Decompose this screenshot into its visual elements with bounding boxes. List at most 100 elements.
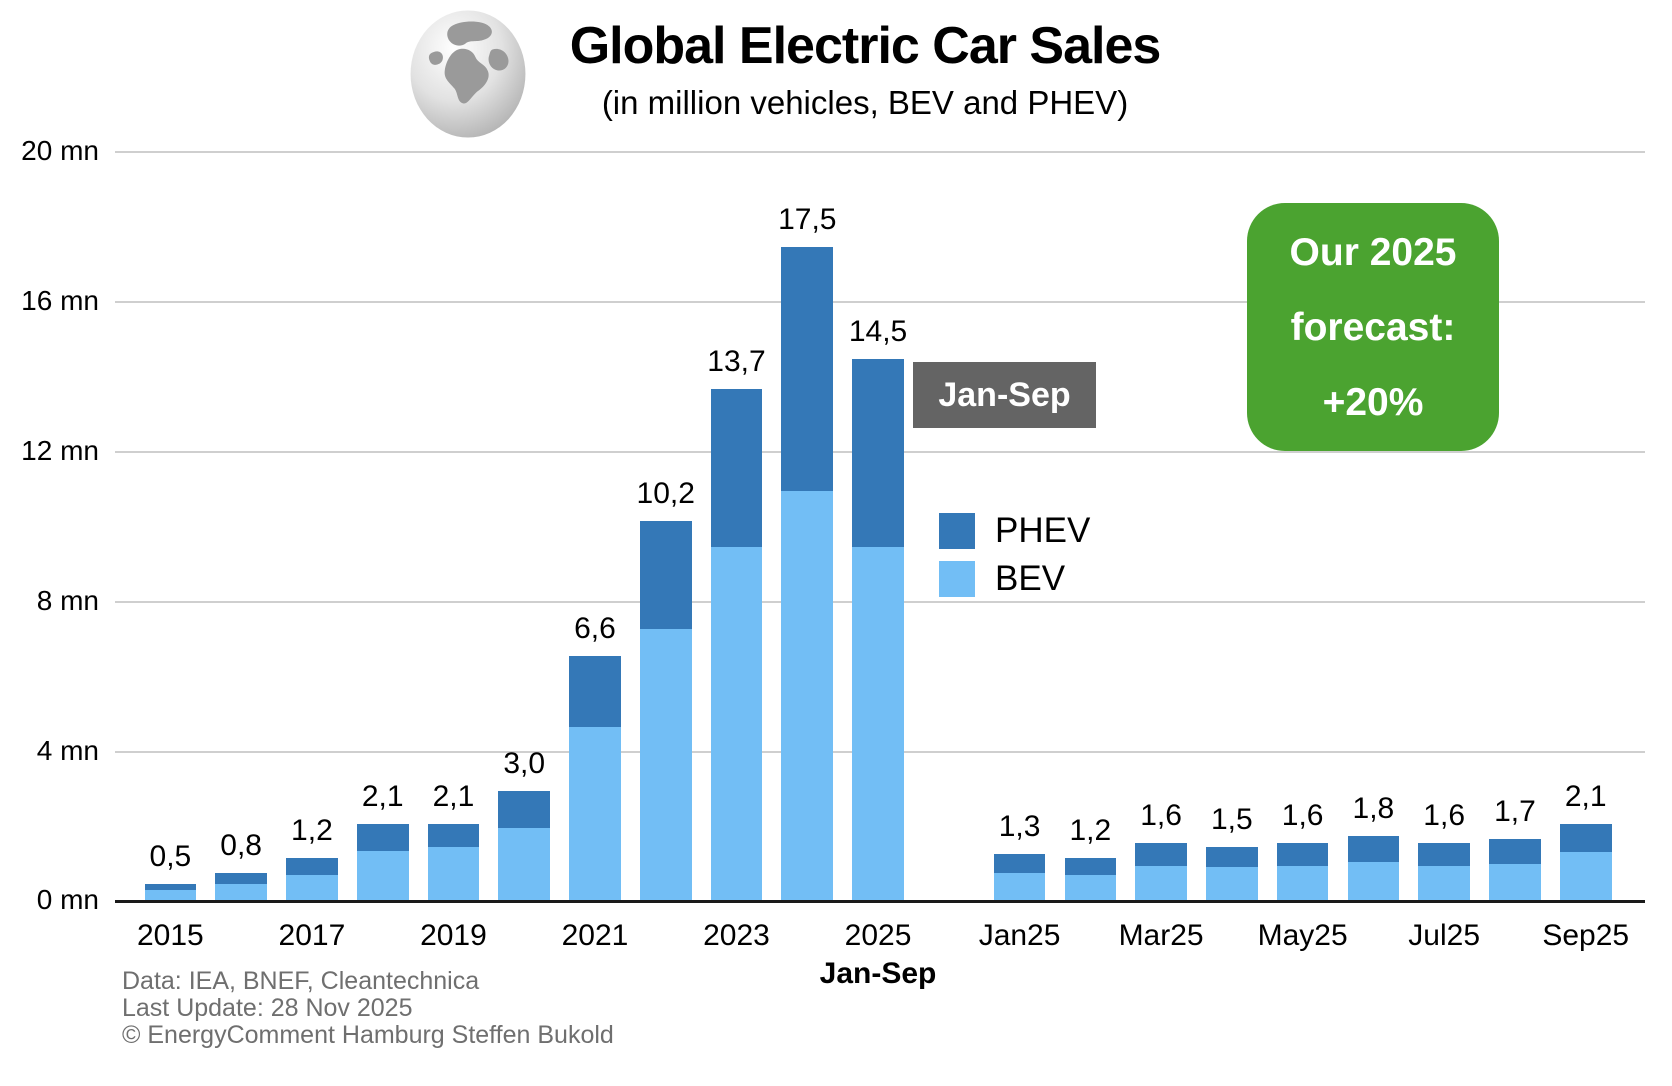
value-label-Aug25: 1,7 [1494, 795, 1536, 829]
phev-segment-Jun25 [1347, 835, 1400, 862]
phev-segment-Feb25 [1064, 858, 1117, 875]
bar-cell-Mar25: 1,6 Mar25 [1119, 153, 1204, 952]
bev-segment-Jun25 [1347, 861, 1400, 903]
stacked-bar-Aug25 [1489, 839, 1541, 903]
x-tick-label-Mar25: Mar25 [1118, 919, 1204, 952]
x-tick-label-Jul25: Jul25 [1408, 919, 1481, 952]
stacked-bar-Sep25 [1559, 824, 1612, 903]
phev-segment-2025 [852, 359, 904, 547]
phev-segment-Apr25 [1206, 846, 1258, 868]
phev-segment-2019 [427, 824, 480, 847]
x-tick-label-2023: 2023 [703, 919, 770, 952]
bar-cell-Jun25: 1,8 [1338, 153, 1409, 903]
bev-segment-2020 [498, 828, 551, 903]
y-tick-label: 20 mn [21, 135, 99, 166]
value-label-2018: 2,1 [361, 780, 404, 814]
value-label-Feb25: 1,2 [1069, 814, 1112, 847]
globe-icon [410, 10, 526, 138]
legend-row-bev: BEV [939, 559, 1090, 599]
gridline-16mn: 16 mn [21, 285, 1645, 316]
stacked-bar-Jan25 [993, 854, 1046, 903]
y-tick-label: 0 mn [36, 884, 99, 915]
footer-source: Data: IEA, BNEF, Cleantechnica [122, 967, 480, 995]
forecast-line-1: Our 2025 [1289, 230, 1457, 274]
y-tick-label: 8 mn [36, 585, 99, 616]
bev-segment-2025 [852, 546, 904, 903]
phev-segment-May25 [1276, 843, 1329, 866]
value-label-2025: 14,5 [848, 315, 908, 349]
stacked-bar-2024 [781, 246, 834, 903]
stacked-bar-2020 [498, 790, 551, 903]
bar-cell-Aug25: 1,7 [1480, 153, 1551, 903]
value-label-2016: 0,8 [220, 829, 262, 862]
x-tick-label-2015: 2015 [137, 919, 204, 952]
value-label-2023: 13,7 [707, 345, 766, 379]
value-label-2017: 1,2 [291, 814, 333, 847]
forecast-line-3: +20% [1322, 380, 1424, 424]
bev-segment-Jul25 [1418, 865, 1470, 903]
value-label-Jun25: 1,8 [1352, 791, 1395, 825]
phev-segment-2024 [781, 246, 834, 491]
bar-cell-2018: 2,1 [347, 153, 418, 903]
stacked-bar-Apr25 [1206, 846, 1258, 903]
phev-segment-2017 [286, 858, 338, 875]
stacked-bar-Jul25 [1418, 843, 1470, 903]
bar-cell-Feb25: 1,2 [1055, 153, 1126, 903]
stacked-bar-2023 [710, 389, 763, 903]
stacked-bar-Mar25 [1135, 843, 1187, 903]
phev-segment-Sep25 [1559, 824, 1612, 853]
stacked-bar-May25 [1276, 843, 1329, 903]
bar-cell-2016: 0,8 [206, 153, 277, 903]
bev-segment-2018 [356, 850, 409, 903]
bar-cell-2025: 14,5 2025 Jan-Sep [820, 153, 937, 990]
title-block: Global Electric Car Sales (in million ve… [500, 16, 1230, 122]
bev-segment-Mar25 [1135, 865, 1187, 903]
footer: Data: IEA, BNEF, Cleantechnica Last Upda… [122, 968, 614, 1049]
stacked-bar-2015 [144, 884, 197, 903]
bar-cell-2023: 13,7 2023 [701, 153, 772, 952]
bev-segment-2016 [215, 884, 267, 903]
phev-segment-Jul25 [1418, 843, 1470, 866]
bev-segment-Sep25 [1559, 852, 1612, 903]
footer-last-update: Last Update: 28 Nov 2025 [122, 994, 413, 1022]
legend: PHEV BEV [939, 511, 1090, 607]
stacked-bar-Jun25 [1347, 835, 1400, 903]
bar-cell-Jan25: 1,3 Jan25 [979, 153, 1061, 952]
x-tick-label-Sep25: Sep25 [1542, 919, 1630, 952]
x-tick-label-2025: 2025 [844, 919, 912, 952]
value-label-2021: 6,6 [574, 611, 616, 645]
value-label-2015: 0,5 [149, 840, 192, 874]
bev-segment-2023 [710, 546, 763, 903]
gridline-20mn: 20 mn [21, 135, 1645, 166]
phev-segment-2022 [639, 520, 692, 630]
x-tick-label-2017: 2017 [278, 919, 346, 952]
phev-segment-2015 [144, 884, 197, 890]
bev-segment-May25 [1276, 865, 1329, 903]
forecast-line-2: forecast: [1290, 305, 1456, 349]
stacked-bar-2025 [852, 359, 904, 903]
bev-segment-Aug25 [1489, 863, 1541, 903]
phev-segment-2023 [710, 389, 763, 547]
bar-cell-2022: 10,2 [630, 153, 701, 903]
stacked-bar-2021 [569, 655, 621, 903]
stacked-bar-2022 [639, 520, 692, 903]
bar-cell-Sep25: 2,1 Sep25 [1542, 153, 1629, 952]
bar-cell-Apr25: 1,5 [1196, 153, 1267, 903]
x-axis-line: 0 mn [37, 884, 1645, 915]
bar-cell-2015: 0,5 2015 [135, 153, 206, 952]
bev-segment-2017 [286, 874, 338, 903]
bar-cell-Jul25: 1,6 Jul25 [1408, 153, 1480, 952]
bev-segment-Jan25 [993, 873, 1046, 903]
value-label-2019: 2,1 [432, 780, 475, 814]
x-tick-label-May25: May25 [1257, 919, 1348, 952]
legend-label-phev: PHEV [995, 511, 1091, 550]
legend-row-phev: PHEV [939, 511, 1090, 551]
phev-swatch-icon [939, 513, 975, 549]
bars-container: 0,5 2015 0,8 1,2 2017 2,1 2,1 2019 3,0 6,6 2021 10,… [115, 153, 1645, 990]
page-subtitle: (in million vehicles, BEV and PHEV) [601, 84, 1129, 121]
value-label-May25: 1,6 [1281, 799, 1324, 832]
value-label-Jan25: 1,3 [998, 810, 1041, 844]
bev-swatch-icon [939, 561, 975, 597]
y-tick-label: 12 mn [21, 435, 99, 466]
